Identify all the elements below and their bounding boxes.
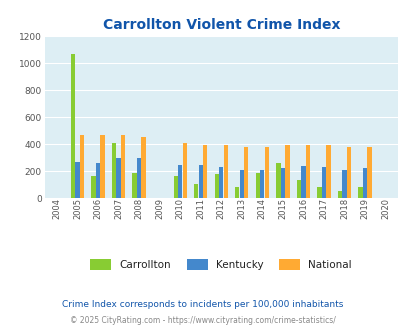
Bar bbox=[358, 187, 362, 198]
Bar bbox=[219, 167, 223, 198]
Bar bbox=[346, 147, 350, 198]
Bar bbox=[280, 168, 284, 198]
Bar bbox=[305, 145, 309, 198]
Bar bbox=[194, 184, 198, 198]
Bar bbox=[260, 170, 264, 198]
Bar bbox=[301, 166, 305, 198]
Bar bbox=[178, 165, 182, 198]
Bar bbox=[243, 148, 248, 198]
Bar bbox=[136, 158, 141, 198]
Bar bbox=[75, 162, 79, 198]
Bar bbox=[362, 168, 366, 198]
Bar bbox=[234, 187, 239, 198]
Bar bbox=[285, 146, 289, 198]
Bar bbox=[80, 135, 84, 198]
Legend: Carrollton, Kentucky, National: Carrollton, Kentucky, National bbox=[86, 255, 355, 274]
Bar bbox=[214, 175, 218, 198]
Bar bbox=[173, 177, 177, 198]
Bar bbox=[341, 170, 346, 198]
Text: Crime Index corresponds to incidents per 100,000 inhabitants: Crime Index corresponds to incidents per… bbox=[62, 300, 343, 309]
Bar bbox=[71, 54, 75, 198]
Bar bbox=[275, 163, 280, 198]
Bar bbox=[316, 187, 321, 198]
Text: © 2025 CityRating.com - https://www.cityrating.com/crime-statistics/: © 2025 CityRating.com - https://www.city… bbox=[70, 316, 335, 325]
Bar bbox=[337, 191, 341, 198]
Bar bbox=[321, 167, 325, 198]
Bar bbox=[96, 163, 100, 198]
Bar bbox=[255, 173, 259, 198]
Bar bbox=[239, 170, 243, 198]
Bar bbox=[132, 173, 136, 198]
Bar bbox=[198, 165, 202, 198]
Bar bbox=[223, 146, 227, 198]
Bar bbox=[116, 158, 120, 198]
Bar bbox=[121, 135, 125, 198]
Bar bbox=[326, 145, 330, 198]
Bar bbox=[182, 144, 186, 198]
Bar bbox=[141, 137, 145, 198]
Bar bbox=[296, 181, 300, 198]
Bar bbox=[112, 144, 116, 198]
Bar bbox=[367, 148, 371, 198]
Bar bbox=[202, 146, 207, 198]
Title: Carrollton Violent Crime Index: Carrollton Violent Crime Index bbox=[102, 18, 339, 32]
Bar bbox=[100, 135, 104, 198]
Bar bbox=[264, 147, 269, 198]
Bar bbox=[91, 177, 96, 198]
